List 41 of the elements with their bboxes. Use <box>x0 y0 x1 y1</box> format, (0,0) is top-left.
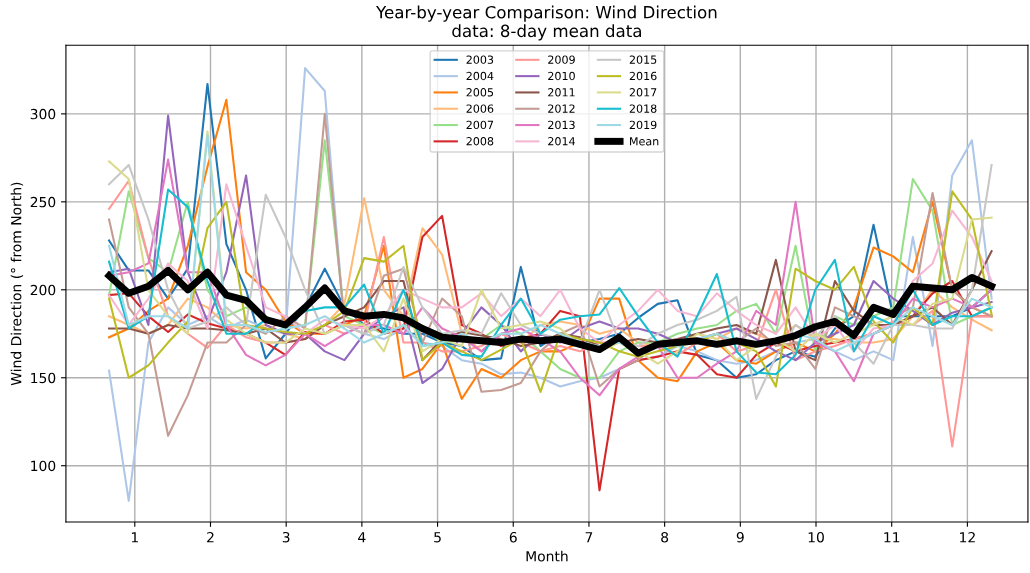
legend-label: 2004 <box>466 71 494 81</box>
x-axis-title: Month <box>526 550 568 562</box>
line-series <box>108 112 993 437</box>
legend-label: 2010 <box>548 71 575 81</box>
y-tick-label: 250 <box>30 196 56 208</box>
legend-label: 2005 <box>466 88 494 97</box>
legend-label: 2019 <box>629 120 657 130</box>
chart-title: Year-by-year Comparison: Wind Direction data: 8-day mean data <box>376 5 717 41</box>
legend-label: 2012 <box>548 104 575 113</box>
y-axis-title: Wind Direction (° from North) <box>10 182 24 386</box>
legend-label: 2006 <box>466 104 494 113</box>
x-tick-label: 10 <box>808 531 824 543</box>
legend-label: 2016 <box>629 71 657 81</box>
y-tick-label: 300 <box>30 108 56 120</box>
y-tick-label: 150 <box>31 372 56 384</box>
legend-label: Mean <box>630 137 659 146</box>
legend-label: 2011 <box>548 88 575 97</box>
legend-label: 2007 <box>466 120 494 130</box>
x-tick-label: 4 <box>358 532 366 543</box>
x-tick-label: 9 <box>736 531 744 543</box>
y-tick-label: 200 <box>30 284 56 296</box>
x-tick-label: 2 <box>207 531 214 543</box>
legend-label: 2017 <box>629 88 657 97</box>
line-series <box>108 67 993 502</box>
line-series <box>108 250 993 362</box>
legend-label: 2009 <box>548 55 575 64</box>
legend-label: 2003 <box>466 55 494 64</box>
x-tick-label: 7 <box>585 532 593 543</box>
legend-label: 2014 <box>548 137 575 146</box>
x-tick-label: 1 <box>131 532 138 543</box>
legend-label: 2015 <box>629 55 657 64</box>
legend-label: 2018 <box>629 104 657 113</box>
x-tick-label: 12 <box>960 531 975 543</box>
legend-label: 2008 <box>466 137 494 146</box>
x-tick-label: 8 <box>661 531 669 543</box>
x-tick-label: 5 <box>434 532 441 543</box>
x-tick-label: 11 <box>884 532 900 543</box>
x-tick-label: 6 <box>509 531 517 543</box>
y-tick-label: 100 <box>31 460 56 472</box>
legend-label: 2013 <box>548 120 575 130</box>
x-tick-label: 3 <box>282 531 290 543</box>
